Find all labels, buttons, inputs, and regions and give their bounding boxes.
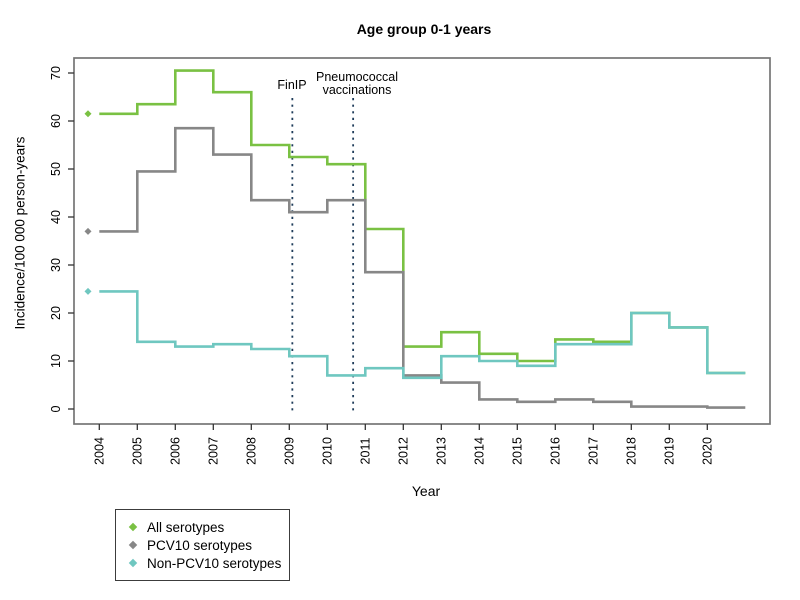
x-tick-label-2016: 2016 — [548, 437, 562, 465]
x-tick-label-2019: 2019 — [662, 437, 676, 465]
pcv10-serotypes-diamond-icon — [128, 540, 138, 550]
vaccination-annotation-line1: Pneumococcal — [316, 70, 398, 84]
legend-label: All serotypes — [147, 519, 225, 535]
all-serotypes-start-marker — [84, 110, 92, 118]
x-tick-label-2008: 2008 — [244, 437, 258, 465]
non-pcv10-serotypes-line — [99, 290, 746, 380]
x-tick-label-2004: 2004 — [92, 437, 106, 465]
y-tick-label-60: 60 — [49, 114, 63, 128]
x-axis-title: Year — [411, 483, 441, 499]
x-tick-label-2007: 2007 — [206, 437, 220, 465]
x-tick-label-2013: 2013 — [434, 437, 448, 465]
non-pcv10-serotypes-diamond-icon — [128, 558, 138, 568]
x-tick-label-2018: 2018 — [624, 437, 638, 465]
x-tick-label-2010: 2010 — [320, 437, 334, 465]
legend-label: Non-PCV10 serotypes — [147, 555, 282, 571]
vaccination-annotation: Pneumococcal vaccinations — [316, 71, 398, 97]
x-tick-label-2014: 2014 — [472, 437, 486, 465]
y-tick-label-10: 10 — [49, 354, 63, 368]
legend-item-non-pcv10-serotypes: Non-PCV10 serotypes — [128, 555, 289, 571]
y-tick-label-70: 70 — [49, 66, 63, 80]
all-serotypes-line — [99, 69, 746, 375]
y-axis-title: Incidence/100 000 person-years — [12, 136, 28, 330]
non-pcv10-serotypes-start-marker — [84, 287, 92, 295]
x-tick-label-2015: 2015 — [510, 437, 524, 465]
vaccination-annotation-line2: vaccinations — [322, 83, 392, 97]
y-tick-label-30: 30 — [49, 258, 63, 272]
x-tick-label-2011: 2011 — [358, 438, 372, 465]
x-tick-label-2017: 2017 — [586, 437, 600, 465]
legend-item-pcv10-serotypes: PCV10 serotypes — [128, 537, 289, 553]
pcv10-serotypes-start-marker — [84, 227, 92, 235]
legend-item-all-serotypes: All serotypes — [128, 519, 289, 535]
legend-box: All serotypes PCV10 serotypes Non-PCV10 … — [115, 509, 290, 581]
pcv10-serotypes-line — [99, 126, 746, 409]
legend-label: PCV10 serotypes — [147, 537, 253, 553]
y-tick-label-50: 50 — [49, 162, 63, 176]
finip-annotation: FinIP — [277, 78, 307, 92]
y-tick-label-20: 20 — [49, 306, 63, 320]
y-tick-label-40: 40 — [49, 210, 63, 224]
x-tick-label-2012: 2012 — [396, 437, 410, 465]
x-tick-label-2005: 2005 — [130, 437, 144, 465]
x-tick-label-2020: 2020 — [700, 437, 714, 465]
x-tick-label-2009: 2009 — [282, 437, 296, 465]
y-tick-label-0: 0 — [49, 405, 63, 412]
plot-border — [73, 57, 771, 425]
x-tick-label-2006: 2006 — [168, 437, 182, 465]
chart-title: Age group 0-1 years — [356, 21, 492, 37]
all-serotypes-diamond-icon — [128, 522, 138, 532]
